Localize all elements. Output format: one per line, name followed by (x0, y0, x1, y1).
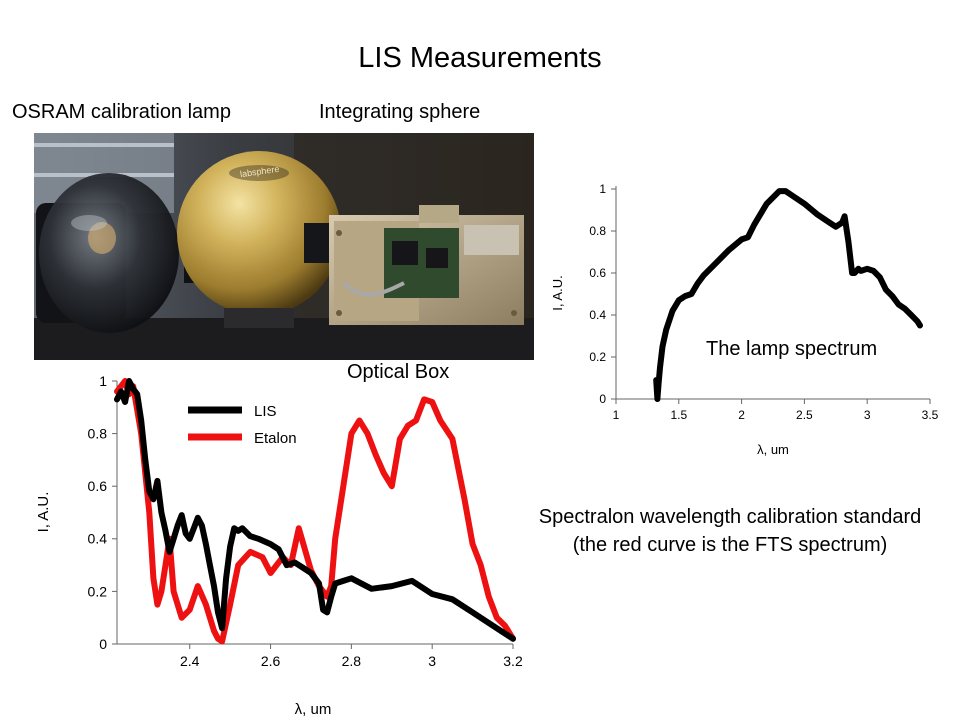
y-tick-label: 0.4 (589, 308, 606, 322)
y-tick-label: 1 (99, 373, 107, 389)
legend-label-etalon: Etalon (254, 430, 297, 447)
x-tick-label: 3.5 (922, 408, 939, 422)
y-tick-label: 0.6 (88, 478, 108, 494)
x-tick-label: 2.4 (180, 653, 200, 669)
y-tick-label: 0.6 (589, 266, 606, 280)
lis-line (114, 378, 516, 642)
x-axis-label: λ, um (757, 442, 789, 457)
x-tick-label: 1 (613, 408, 620, 422)
slide-title: LIS Measurements (358, 42, 602, 74)
y-tick-label: 0.4 (88, 531, 108, 547)
x-tick-label: 2.6 (261, 653, 281, 669)
x-tick-label: 1.5 (670, 408, 687, 422)
x-tick-label: 3.2 (503, 653, 523, 669)
x-axis-label: λ, um (295, 701, 332, 718)
y-axis-label: I, A.U. (550, 275, 565, 310)
x-tick-label: 2 (738, 408, 745, 422)
x-tick-label: 3 (864, 408, 871, 422)
legend-label-lis: LIS (254, 403, 277, 420)
x-tick-label: 2.8 (342, 653, 362, 669)
y-tick-label: 0.2 (88, 583, 108, 599)
y-tick-label: 0 (599, 392, 606, 406)
label-integrating-sphere: Integrating sphere (319, 101, 481, 123)
chart-legend: LIS Etalon (188, 403, 297, 447)
y-axis-label: I, A.U. (35, 492, 52, 533)
etalon-line (114, 378, 516, 645)
spectralon-caption: Spectralon wavelength calibration standa… (538, 506, 922, 556)
x-tick-label: 2.5 (796, 408, 813, 422)
spectralon-calibration-chart: 00.20.40.60.81 2.4 2.6 2.8 3 3.2 LIS Etalon … (35, 373, 523, 718)
y-tick-label: 1 (599, 182, 606, 196)
label-lamp-spectrum: The lamp spectrum (706, 338, 878, 360)
lamp-spectrum-chart: 0 0.2 0.4 0.6 0.8 1 1 1.5 2 2.5 3 3.5 I, A.U. λ, u… (550, 182, 939, 457)
label-osram-lamp: OSRAM calibration lamp (12, 101, 231, 123)
label-optical-box: Optical Box (347, 361, 450, 383)
y-tick-label: 0 (99, 636, 107, 652)
lab-photo: labsphere (34, 133, 534, 360)
y-tick-label: 0.8 (589, 224, 606, 238)
y-tick-label: 0.8 (88, 426, 108, 442)
x-tick-label: 3 (428, 653, 436, 669)
lamp-spectrum-line (653, 188, 923, 402)
y-tick-label: 0.2 (589, 350, 606, 364)
